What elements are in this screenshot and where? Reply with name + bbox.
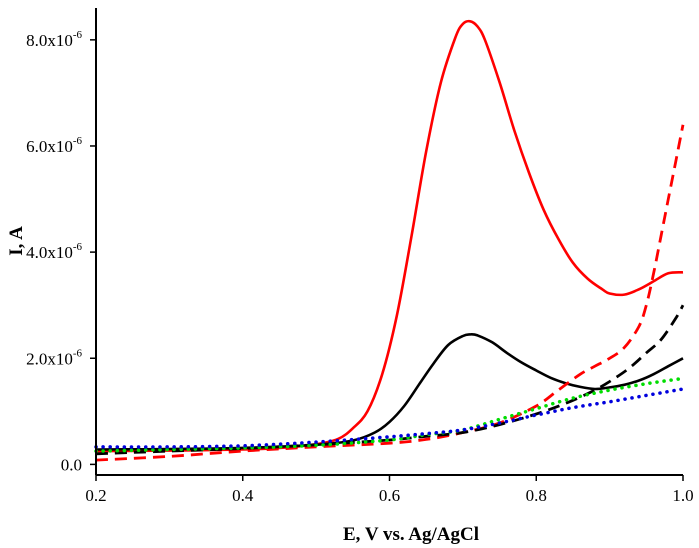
series-line-1 (95, 19, 684, 453)
y-tick-label: 8.0x10-6 (26, 29, 82, 50)
y-ticks: 0.02.0x10-64.0x10-66.0x10-68.0x10-6 (26, 29, 96, 474)
plot-area: 0.2 0.4 0.6 0.8 1.0 0.02.0x10-64.0x10-66.0x1… (26, 8, 694, 505)
y-tick-exponent: -6 (73, 135, 83, 147)
x-tick-label: 0.2 (85, 486, 106, 505)
y-tick-label: 4.0x10-6 (26, 241, 82, 262)
y-tick-exponent: -6 (73, 347, 83, 359)
y-tick-label: 6.0x10-6 (26, 135, 82, 156)
x-tick-label: 0.6 (379, 486, 400, 505)
series-layer (94, 19, 685, 462)
y-tick-base: 8.0x10 (26, 31, 73, 50)
y-tick-label: 2.0x10-6 (26, 347, 82, 368)
x-tick-label: 1.0 (672, 486, 693, 505)
y-tick-exponent: -6 (73, 241, 83, 253)
y-tick-base: 0.0 (61, 455, 82, 474)
y-tick-base: 4.0x10 (26, 243, 73, 262)
y-tick-base: 6.0x10 (26, 137, 73, 156)
y-tick-base: 2.0x10 (26, 349, 73, 368)
series-line-3 (95, 124, 685, 462)
x-tick-label: 0.4 (232, 486, 254, 505)
y-tick-exponent: -6 (73, 29, 83, 41)
series-line-6 (94, 387, 685, 449)
y-axis-title: I, A (6, 226, 27, 256)
x-ticks: 0.2 0.4 0.6 0.8 1.0 (85, 475, 694, 505)
y-tick-label: 0.0 (61, 455, 82, 474)
x-tick-label: 0.8 (526, 486, 547, 505)
x-axis-title: E, V vs. Ag/AgCl (343, 524, 479, 545)
series-line-4 (95, 304, 685, 456)
